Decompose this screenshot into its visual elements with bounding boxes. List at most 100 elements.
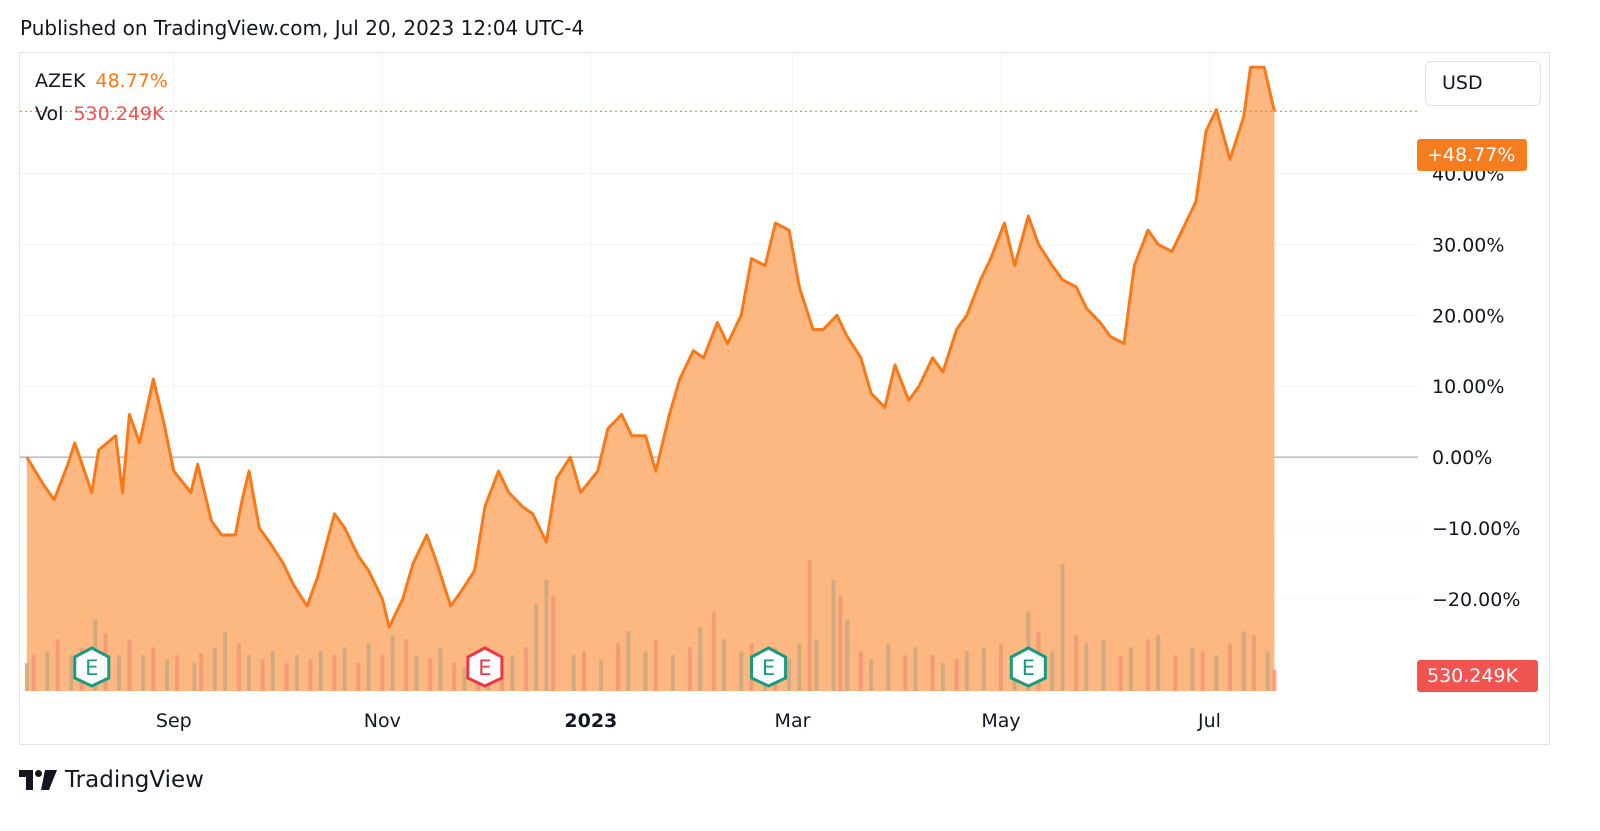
volume-bar	[551, 595, 556, 691]
legend-symbol-row[interactable]: AZEK 48.77%	[35, 70, 168, 92]
earnings-marker-icon: E	[73, 646, 111, 688]
volume-bar	[582, 651, 586, 691]
volume-bar	[981, 647, 986, 691]
volume-bar	[414, 655, 419, 691]
volume-bar	[452, 663, 457, 691]
volume-bar	[24, 663, 29, 691]
volume-bar	[165, 659, 169, 691]
volume-bar	[69, 655, 74, 691]
volume-bar	[212, 647, 217, 691]
y-axis-tick-label: 30.00%	[1432, 234, 1504, 256]
volume-bar	[366, 643, 371, 691]
volume-bar	[869, 659, 874, 691]
volume-bar	[1084, 643, 1089, 691]
volume-bar	[722, 639, 727, 691]
volume-bar	[807, 559, 812, 691]
x-axis-tick-label: Nov	[364, 710, 401, 732]
earnings-marker-icon: E	[1009, 646, 1047, 688]
earnings-marker-label: E	[762, 656, 775, 680]
volume-bar	[141, 655, 146, 691]
volume-bar	[270, 651, 275, 691]
footer-brand-name: TradingView	[65, 767, 204, 793]
volume-bar	[260, 659, 265, 691]
price-area	[26, 67, 1275, 691]
earnings-marker-shape	[750, 646, 788, 688]
volume-bar	[380, 655, 385, 691]
price-area-layer	[26, 67, 1275, 691]
volume-bar	[308, 659, 313, 691]
volume-bar	[687, 647, 692, 691]
volume-bar	[342, 647, 347, 691]
volume-bar	[831, 579, 836, 691]
volume-bar	[858, 651, 863, 691]
y-axis-tick-label: 20.00%	[1432, 305, 1504, 327]
x-axis-layer: Sep Nov 2023 Mar May Jul	[156, 710, 1221, 732]
legend-change: 48.77%	[95, 70, 168, 92]
volume-bar	[55, 639, 60, 691]
volume-bar	[223, 631, 228, 691]
volume-bar	[886, 643, 891, 691]
tradingview-logo-icon	[19, 770, 57, 790]
earnings-marker-shape	[73, 646, 111, 688]
volume-bar	[151, 647, 156, 691]
volume-bar	[571, 655, 576, 691]
currency-button[interactable]: USD	[1425, 61, 1541, 106]
legend-volume-value: 530.249K	[73, 103, 165, 125]
volume-bar	[814, 639, 819, 691]
volume-bar	[45, 651, 50, 691]
volume-bar	[903, 655, 908, 691]
volume-bar	[428, 659, 433, 691]
volume-bar	[964, 651, 969, 691]
volume-bar	[913, 647, 918, 691]
chart-frame[interactable]	[19, 52, 1550, 745]
x-axis-tick-label: May	[981, 710, 1020, 732]
y-axis-tick-label: 0.00%	[1432, 447, 1492, 469]
volume-bar	[1156, 635, 1161, 691]
volume-bar	[284, 663, 289, 691]
legend-volume-row[interactable]: Vol 530.249K	[35, 103, 164, 125]
volume-bar	[599, 659, 604, 691]
volume-bar	[1200, 651, 1205, 691]
legend-volume-label: Vol	[35, 103, 64, 125]
volume-bar	[1214, 655, 1219, 691]
volume-bar	[653, 639, 658, 691]
y-axis-tick-label: 10.00%	[1432, 376, 1504, 398]
volume-bar	[31, 655, 36, 691]
volume-bar	[930, 655, 935, 691]
y-axis-tick-label: −10.00%	[1432, 518, 1520, 540]
volume-bar	[670, 655, 675, 691]
earnings-marker-label: E	[1022, 656, 1035, 680]
volume-bar	[1118, 655, 1123, 691]
volume-bar	[1060, 563, 1065, 691]
earnings-marker-label: E	[85, 656, 98, 680]
volume-bar	[1265, 651, 1270, 691]
volume-bar	[711, 611, 716, 691]
y-axis-layer: 40.00%30.00%20.00%10.00%0.00%−10.00%−20.…	[1432, 164, 1520, 611]
volume-bar	[117, 655, 122, 691]
volume-bar	[1173, 655, 1178, 691]
volume-bar	[390, 635, 395, 691]
volume-bar	[999, 643, 1003, 691]
volume-bar	[1272, 669, 1277, 691]
earnings-marker-shape	[466, 646, 504, 688]
volume-bar	[1050, 651, 1055, 691]
price-line	[25, 65, 1276, 629]
last-value-tag: +48.77%	[1417, 139, 1527, 171]
earnings-marker-icon: E	[466, 646, 504, 688]
earnings-marker-icon: E	[750, 646, 788, 688]
volume-bar	[544, 579, 549, 691]
x-axis-tick-label: Mar	[775, 710, 811, 732]
volume-bar	[1228, 643, 1232, 691]
published-header: Published on TradingView.com, Jul 20, 20…	[20, 16, 585, 40]
volume-bar	[462, 667, 467, 691]
x-axis-tick-label: Sep	[156, 710, 192, 732]
volume-bar	[1241, 631, 1246, 691]
volume-bar	[1146, 639, 1150, 691]
volume-bar	[616, 643, 621, 691]
volume-bar	[698, 627, 703, 691]
footer-brand[interactable]: TradingView	[19, 765, 204, 795]
volume-bar	[318, 651, 323, 691]
volume-bar	[643, 651, 648, 691]
